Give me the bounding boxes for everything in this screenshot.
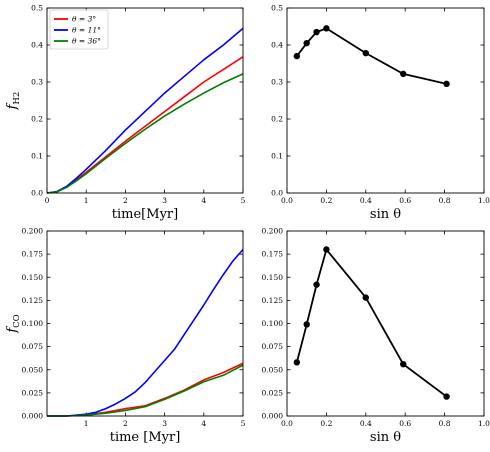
y-tick-label: 0.100 (262, 319, 284, 328)
x-tick-label: 0.2 (320, 196, 332, 205)
data-point (362, 294, 369, 301)
x-tick-label: 2 (123, 196, 128, 205)
y-tick-label: 0.5 (31, 4, 43, 13)
x-tick-label: 0 (45, 196, 50, 205)
x-tick-label: 0.4 (360, 196, 372, 205)
y-tick-label: 0.175 (22, 250, 44, 259)
x-tick-label: 0.6 (399, 196, 411, 205)
panel-fh2-vs-sintheta: 0.0 0.2 0.4 0.6 0.8 1.0 0.0 0.1 0.2 0.3 0.4 0.5 sin … (271, 4, 490, 222)
x-tick-label: 0.0 (281, 419, 293, 428)
series-line (47, 364, 244, 417)
panel-fco-vs-sintheta: 0.0 0.2 0.4 0.6 0.8 1.0 0.000 0.025 0.050 0.075 0.… (262, 227, 490, 445)
y-tick-label: 0.2 (271, 115, 283, 124)
x-tick-label: 0.6 (399, 419, 411, 428)
legend: θ = 3° θ = 11° θ = 36° (49, 9, 109, 50)
x-tick-label: 2 (123, 419, 128, 428)
panel-fh2-vs-time: 0 1 2 3 4 5 0.0 0.1 0.2 0.3 0.4 0.5 time[Myr] fH2 θ = … (5, 4, 246, 222)
panel-fco-vs-time: 1 2 3 4 5 0.000 0.025 0.050 0.075 0.100 0.125 0.150… (5, 227, 246, 445)
data-point (313, 281, 320, 288)
y-tick-label: 0.3 (271, 78, 283, 87)
y-tick-label: 0.1 (271, 152, 283, 161)
y-tick-label: 0.100 (22, 319, 44, 328)
legend-entry: θ = 11° (72, 26, 101, 35)
x-axis-label: sin θ (370, 430, 401, 445)
series-line (46, 27, 244, 194)
y-tick-label: 0.125 (22, 296, 44, 305)
y-tick-label: 0.025 (262, 388, 284, 397)
y-tick-label: 0.150 (22, 273, 44, 282)
y-tick-label: 0.075 (262, 342, 284, 351)
svg-text:fCO: fCO (5, 314, 22, 333)
x-tick-label: 1 (84, 419, 89, 428)
x-tick-label: 5 (241, 196, 246, 205)
x-tick-label: 4 (201, 419, 206, 428)
legend-entry: θ = 3° (72, 15, 96, 24)
series-line (46, 56, 244, 194)
y-axis-label: fH2 (5, 92, 22, 111)
y-tick-label: 0.4 (271, 41, 283, 50)
y-tick-label: 0.0 (271, 189, 283, 198)
data-point (443, 80, 450, 88)
y-tick-label: 0.125 (262, 296, 284, 305)
data-point (293, 52, 301, 60)
y-tick-label: 0.2 (31, 115, 43, 124)
x-tick-label: 1.0 (478, 196, 490, 205)
data-point (362, 49, 369, 57)
y-tick-label: 0.150 (262, 273, 284, 282)
x-tick-label: 4 (201, 196, 206, 205)
data-point (303, 39, 310, 47)
series-line (47, 248, 244, 417)
plot-frame (46, 7, 244, 194)
x-tick-label: 3 (162, 419, 167, 428)
svg-text:fH2: fH2 (5, 92, 22, 111)
y-tick-label: 0.175 (262, 250, 284, 259)
series-line (295, 248, 448, 398)
plot-frame (286, 7, 485, 194)
series-line (47, 362, 244, 417)
y-tick-label: 0.025 (22, 388, 44, 397)
x-tick-label: 1.0 (478, 419, 490, 428)
y-tick-label: 0.4 (31, 41, 43, 50)
data-point (323, 246, 330, 253)
x-tick-label: 0.8 (439, 196, 451, 205)
x-tick-label: 0.8 (439, 419, 451, 428)
plot-frame (286, 230, 485, 417)
data-point (400, 361, 407, 368)
data-point (443, 393, 450, 400)
y-tick-label: 0.200 (262, 227, 284, 236)
y-tick-label: 0.050 (22, 365, 44, 374)
y-tick-label: 0.3 (31, 78, 43, 87)
x-tick-label: 0.2 (320, 419, 332, 428)
x-tick-label: 1 (84, 196, 89, 205)
x-tick-label: 3 (162, 196, 167, 205)
y-tick-label: 0.000 (22, 412, 44, 421)
x-axis-label: time [Myr] (110, 430, 181, 445)
x-tick-label: 0.0 (281, 196, 293, 205)
y-tick-label: 0.0 (31, 189, 43, 198)
y-tick-label: 0.075 (22, 342, 44, 351)
data-point (323, 25, 330, 32)
data-point (293, 359, 301, 366)
y-tick-label: 0.1 (31, 152, 43, 161)
legend-entry: θ = 36° (72, 37, 101, 46)
y-tick-label: 0.5 (271, 4, 283, 13)
plot-frame (46, 230, 244, 417)
y-tick-label: 0.050 (262, 365, 284, 374)
x-axis-label: sin θ (370, 207, 401, 222)
data-point (400, 70, 407, 78)
series-line (46, 73, 244, 194)
series-line (296, 27, 447, 85)
data-point (313, 28, 320, 36)
data-point (303, 321, 310, 328)
x-tick-label: 5 (241, 419, 246, 428)
y-tick-label: 0.000 (262, 412, 284, 421)
y-tick-label: 0.200 (22, 227, 44, 236)
x-axis-label: time[Myr] (112, 207, 178, 222)
y-axis-label: fCO (5, 314, 22, 333)
x-tick-label: 0.4 (360, 419, 372, 428)
